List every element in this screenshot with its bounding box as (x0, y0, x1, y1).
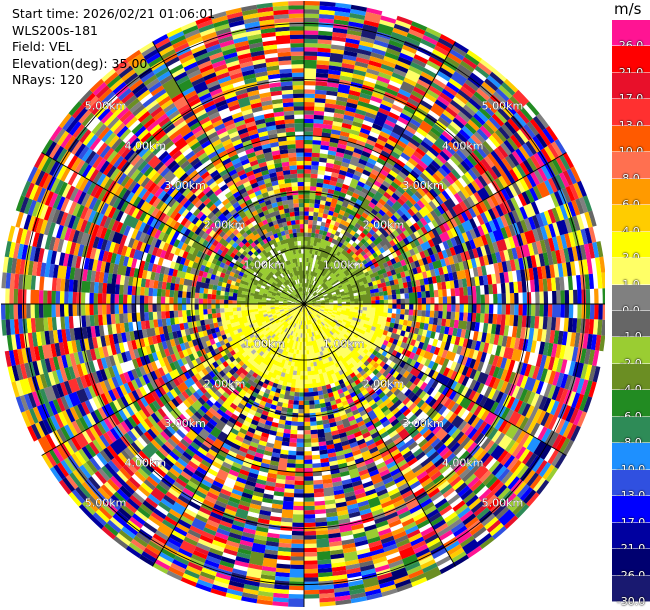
azimuth-line (303, 152, 567, 305)
range-label: 4.00km (125, 139, 167, 152)
range-label: 5.00km (85, 496, 127, 509)
range-label: 3.00km (402, 179, 444, 192)
colorbar-level: -6.0 (612, 390, 650, 423)
velocity-gates (7, 1, 605, 607)
velocity-gates (5, 15, 601, 586)
azimuth-line (41, 303, 305, 456)
velocity-gates (11, 4, 605, 606)
colorbar-level: -17.0 (612, 496, 650, 529)
colorbar-level: 4.0 (612, 205, 650, 238)
colorbar-level: -30.0 (612, 575, 650, 608)
range-label: 4.00km (442, 457, 484, 470)
range-label: 2.00km (204, 219, 246, 232)
colorbar-level: -8.0 (612, 416, 650, 449)
colorbar-level: 2.0 (612, 231, 650, 264)
range-label: 4.00km (125, 457, 167, 470)
colorbar-level: -26.0 (612, 549, 650, 582)
colorbar-unit: m/s (614, 0, 642, 18)
range-label: 2.00km (204, 377, 246, 390)
velocity-gates (1, 2, 593, 599)
colorbar-level: -21.0 (612, 522, 650, 555)
colorbar-level: 13.0 (612, 99, 650, 132)
range-label: 3.00km (164, 417, 206, 430)
range-label: 5.00km (482, 496, 524, 509)
field-name: Field: VEL (12, 39, 73, 55)
colorbar-level: 0.0 (612, 284, 650, 317)
azimuth-line (152, 41, 305, 305)
colorbar-tick-label: -30.0 (616, 594, 646, 608)
range-label: 5.00km (482, 100, 524, 113)
azimuth-line (303, 41, 456, 305)
colorbar-level: 6.0 (612, 178, 650, 211)
velocity-gates (0, 11, 604, 608)
n-rays: NRays: 120 (12, 72, 84, 88)
range-label: 4.00km (442, 139, 484, 152)
colorbar-level: -10.0 (612, 443, 650, 476)
velocity-gates (14, 11, 579, 603)
azimuth-lines (1, 1, 605, 607)
colorbar-level: 10.0 (612, 125, 650, 158)
range-label: 1.00km (244, 338, 286, 351)
colorbar-level: 26.0 (612, 20, 650, 52)
velocity-gates (31, 7, 600, 607)
range-labels: 1.00km 1.00km 1.00km 1.00km 2.00km 2.00km 2.00… (85, 99, 524, 509)
azimuth-line (303, 303, 456, 567)
velocity-gates (13, 8, 605, 588)
velocity-gates (4, 6, 602, 595)
colorbar: 26.021.017.013.010.08.06.04.02.01.00.0-1… (612, 20, 650, 608)
colorbar-level: -4.0 (612, 363, 650, 396)
elevation: Elevation(deg): 35.00 (12, 55, 148, 71)
azimuth-line (41, 152, 305, 305)
plot-info: Start time: 2026/02/21 01:06:01 WLS200s-… (12, 6, 215, 89)
range-label: 2.00km (363, 219, 405, 232)
range-label: 1.00km (323, 258, 365, 271)
colorbar-level: -1.0 (612, 310, 650, 343)
ppi-plot: 1.00km 1.00km 1.00km 1.00km 2.00km 2.00km 2.00… (0, 0, 605, 608)
velocity-gates (219, 304, 376, 378)
range-label: 3.00km (402, 417, 444, 430)
colorbar-level: -13.0 (612, 469, 650, 502)
colorbar-level: 21.0 (612, 46, 650, 79)
range-label: 1.00km (244, 258, 286, 271)
range-label: 3.00km (164, 179, 206, 192)
azimuth-line (303, 303, 567, 456)
range-label: 1.00km (323, 338, 365, 351)
colorbar-level: 17.0 (612, 72, 650, 105)
velocity-gates (9, 0, 605, 599)
colorbar-level: 1.0 (612, 258, 650, 291)
colorbar-level: 8.0 (612, 152, 650, 185)
colorbar-level: -2.0 (612, 337, 650, 370)
range-label: 5.00km (85, 100, 127, 113)
velocity-gates (8, 5, 597, 604)
range-label: 2.00km (363, 377, 405, 390)
azimuth-line (152, 303, 305, 567)
start-time: Start time: 2026/02/21 01:06:01 (12, 6, 216, 21)
instrument-name: WLS200s-181 (12, 22, 98, 38)
